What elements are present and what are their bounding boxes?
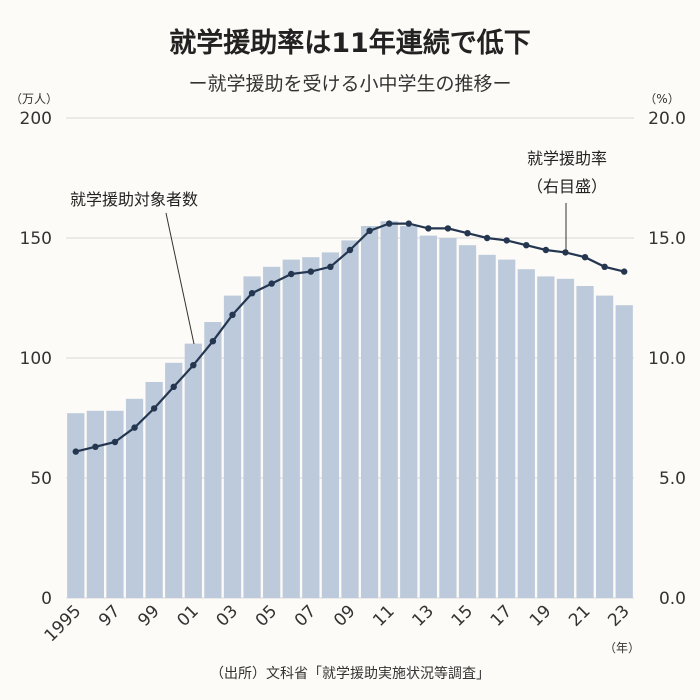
bar xyxy=(321,252,340,598)
bar xyxy=(125,398,144,598)
x-tick-label: 23 xyxy=(604,601,633,630)
line-point xyxy=(523,242,530,249)
line-point xyxy=(581,254,589,261)
source-note: （出所）文科省「就学援助実施状況等調査」 xyxy=(210,665,490,682)
line-point xyxy=(385,220,393,227)
bar xyxy=(419,235,437,598)
line-point xyxy=(425,225,432,232)
line-point xyxy=(229,311,236,318)
line-point xyxy=(268,280,275,287)
x-tick-label: 19 xyxy=(526,601,555,630)
bar xyxy=(478,254,496,599)
y-right-tick-label: 20.0 xyxy=(648,109,686,129)
y-left-tick-label: 200 xyxy=(20,109,52,129)
line-point xyxy=(209,338,217,345)
bar xyxy=(243,276,261,598)
y-right-tick-labels: 0.0 5.0 10.0 15.0 20.0 xyxy=(648,109,686,609)
y-right-unit: （%） xyxy=(644,92,679,106)
x-unit: （年） xyxy=(604,641,640,655)
x-tick-label: 99 xyxy=(134,601,163,630)
bar xyxy=(263,266,281,598)
chart-subtitle: ー就学援助を受ける小中学生の推移ー xyxy=(188,73,511,95)
line-point xyxy=(444,225,452,232)
y-left-tick-labels: 0 50 100 150 200 xyxy=(20,109,52,609)
bar-series xyxy=(67,221,633,599)
line-point xyxy=(72,448,79,455)
y-left-tick-label: 0 xyxy=(41,589,52,609)
bar xyxy=(86,410,104,598)
bar xyxy=(204,322,222,598)
bar xyxy=(400,226,418,598)
line-point xyxy=(346,246,354,254)
line-point xyxy=(464,230,471,237)
y-right-tick-label: 10.0 xyxy=(648,349,686,369)
bar xyxy=(498,259,516,598)
line-point xyxy=(248,290,256,297)
x-tick-label: 17 xyxy=(487,601,516,630)
bar xyxy=(517,269,535,598)
bar xyxy=(145,382,163,598)
bar-annotation: 就学援助対象者数 xyxy=(70,190,198,209)
line-point xyxy=(542,246,550,254)
bar xyxy=(596,295,614,598)
x-tick-label: 15 xyxy=(448,601,477,630)
chart-title: 就学援助率は11年連続で低下 xyxy=(169,27,531,59)
bar xyxy=(360,226,379,598)
line-series xyxy=(72,220,628,455)
bar xyxy=(380,221,398,598)
line-point xyxy=(307,268,315,275)
x-tick-label: 03 xyxy=(213,601,242,630)
bar xyxy=(106,410,124,598)
bar xyxy=(67,413,85,598)
line-point xyxy=(562,249,569,256)
line-point xyxy=(131,424,138,431)
x-tick-label: 21 xyxy=(565,601,594,630)
bar xyxy=(576,286,594,598)
line-annotation-label: 就学援助率 xyxy=(527,149,607,168)
x-tick-label: 09 xyxy=(330,601,359,630)
x-tick-labels: 1995 97 99 01 03 05 07 09 11 13 15 17 19 21 23 xyxy=(41,601,634,646)
bar xyxy=(302,257,320,598)
x-tick-label: 07 xyxy=(291,601,320,630)
y-left-unit: （万人） xyxy=(10,92,58,106)
y-right-tick-label: 15.0 xyxy=(648,229,686,249)
bar xyxy=(537,276,555,598)
line-point xyxy=(288,270,295,278)
line-point xyxy=(150,405,158,412)
x-tick-label: 05 xyxy=(252,601,281,630)
line-annotation-sublabel: （右目盛） xyxy=(527,177,607,196)
line-point xyxy=(111,438,119,446)
y-left-tick-label: 100 xyxy=(20,349,52,369)
bar-annotation-leader xyxy=(165,212,195,345)
bar xyxy=(439,238,457,598)
line-point xyxy=(503,237,510,244)
bar xyxy=(458,245,477,598)
line-point xyxy=(327,263,334,270)
bar xyxy=(184,343,202,598)
bar xyxy=(341,240,359,598)
bar xyxy=(556,278,575,598)
bar xyxy=(165,362,183,598)
x-tick-label: 97 xyxy=(95,601,124,630)
x-tick-label: 13 xyxy=(408,601,437,630)
bar xyxy=(615,305,633,598)
line-point xyxy=(366,227,373,234)
line-point xyxy=(621,268,628,275)
x-tick-label: 01 xyxy=(173,601,202,630)
bar xyxy=(282,259,300,598)
line-point xyxy=(483,234,491,242)
bar xyxy=(223,295,242,598)
y-left-tick-label: 150 xyxy=(20,229,52,249)
y-left-tick-label: 50 xyxy=(30,469,52,489)
line-point xyxy=(405,220,412,227)
x-tick-label: 11 xyxy=(369,601,398,630)
line-point xyxy=(190,362,197,369)
y-right-tick-label: 0.0 xyxy=(659,589,686,609)
line-point xyxy=(170,383,177,390)
line-point xyxy=(92,443,99,450)
line-point xyxy=(601,263,608,270)
y-right-tick-label: 5.0 xyxy=(659,469,686,489)
